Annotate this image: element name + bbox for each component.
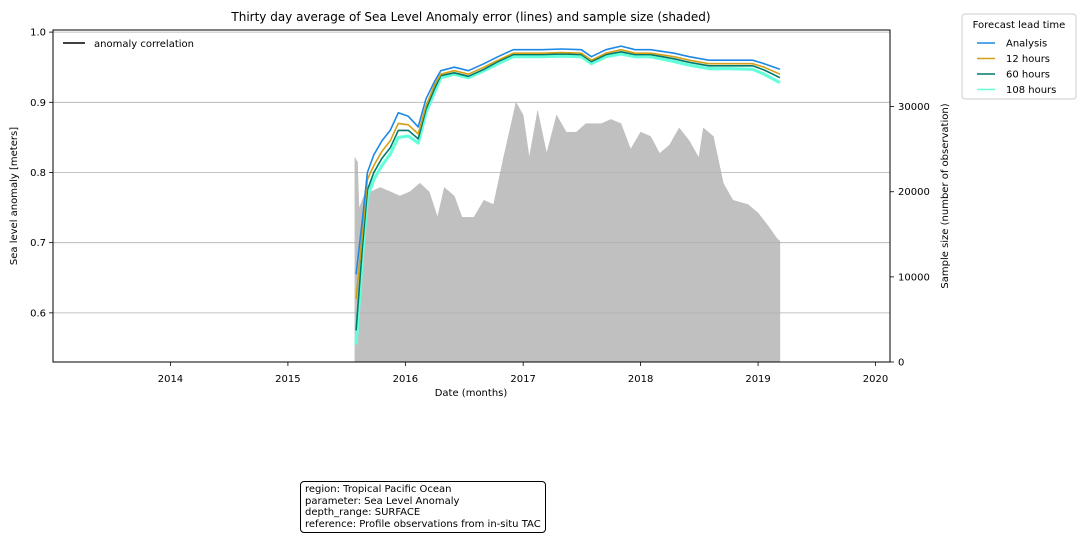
sample-size-bar [370, 187, 381, 363]
sample-size-bar [515, 101, 524, 363]
y-tick-label-left: 0.9 [30, 98, 46, 109]
y-tick-label-left: 0.6 [30, 308, 46, 319]
series-lines [354, 45, 781, 345]
sample-size-bar [650, 136, 660, 363]
sample-size-bar [444, 186, 455, 363]
y-tick-label-left: 0.8 [30, 168, 46, 179]
x-tick-label: 2014 [158, 374, 183, 385]
x-tick-label: 2018 [628, 374, 653, 385]
legend-label: 60 hours [1006, 70, 1050, 81]
sample-size-bar [640, 131, 651, 363]
y-axis-label-left: Sea level anomaly [meters] [9, 127, 20, 265]
sample-size-bar [703, 127, 714, 363]
y-tick-label-right: 30000 [898, 102, 930, 113]
correlation-legend: anomaly correlation [63, 39, 194, 50]
sample-size-bar [659, 144, 670, 363]
sample-size-bar [566, 131, 577, 363]
sample-size-bar [698, 127, 704, 363]
sample-size-bar [454, 195, 463, 363]
sample-size-bar [428, 191, 438, 363]
info-depth-range: depth_range: SURFACE [305, 507, 421, 518]
series-legend: Forecast lead time Analysis 12 hours 60 ho… [961, 13, 1077, 100]
y-tick-label-right: 0 [898, 358, 904, 369]
sample-size-bar [757, 212, 769, 363]
x-tick-label: 2016 [393, 374, 418, 385]
sample-size-bar [409, 182, 421, 363]
sample-size-bar [461, 217, 475, 363]
info-parameter: parameter: Sea Level Anomaly [305, 495, 460, 507]
series-line [355, 50, 781, 331]
y-tick-label-right: 20000 [898, 187, 930, 198]
sample-size-bar [747, 203, 759, 363]
y-tick-label-left: 1.0 [30, 28, 46, 39]
x-tick-label: 2017 [510, 374, 535, 385]
x-tick-label: 2019 [745, 374, 770, 385]
sample-size-bar [601, 119, 612, 363]
sample-size-bar [483, 199, 494, 363]
legend-entries: Analysis 12 hours 60 hours 108 hours [977, 39, 1056, 96]
series-line [355, 48, 781, 299]
sample-size-bar [678, 127, 690, 363]
y-tick-label-right: 10000 [898, 272, 930, 283]
info-reference: reference: Profile observations from in-… [305, 518, 541, 530]
sample-size-bar [610, 119, 622, 363]
correlation-legend-label: anomaly correlation [94, 39, 194, 50]
legend-label: 12 hours [1006, 54, 1050, 65]
sample-size-bar [399, 191, 411, 363]
sample-size-bar [419, 182, 430, 363]
legend-label: 108 hours [1006, 85, 1056, 96]
y-axis-right: 0 10000 20000 30000 [890, 102, 930, 369]
legend-label: Analysis [1006, 39, 1047, 50]
info-region: region: Tropical Pacific Ocean [305, 484, 452, 495]
series-line [355, 45, 781, 275]
sample-size-bar [522, 115, 530, 363]
x-tick-label: 2020 [863, 374, 888, 385]
sample-size-bar [688, 139, 700, 363]
x-axis-label: Date (months) [435, 388, 508, 399]
sample-size-bar [723, 182, 734, 363]
y-axis-label-right: Sample size (number of observation) [940, 103, 951, 288]
horizontal-gridlines [53, 31, 890, 314]
series-legend-frame [961, 13, 1077, 100]
sample-size-bar [546, 115, 557, 363]
x-tick-label: 2015 [275, 374, 300, 385]
sample-size-bar [473, 199, 485, 363]
sample-size-bar [776, 238, 781, 363]
plot-area [52, 29, 891, 363]
series-line [354, 52, 781, 345]
chart-title: Thirty day average of Sea Level Anomaly … [230, 10, 710, 24]
sample-size-bar [380, 187, 391, 363]
sample-size-bar [630, 131, 641, 363]
sample-size-bar [732, 199, 749, 363]
y-axis-left: 0.6 0.7 0.8 0.9 1.0 [30, 28, 53, 319]
sample-size-bar [556, 114, 567, 363]
sample-size-bar [669, 126, 680, 363]
sample-size-bar [437, 187, 445, 363]
sample-size-bars [354, 101, 781, 363]
series-legend-title: Forecast lead time [973, 20, 1066, 31]
sample-size-bar [537, 110, 547, 363]
sample-size-bar [389, 191, 401, 363]
plot-frame [52, 29, 891, 363]
sample-size-bar [767, 225, 778, 363]
metadata-info-box: region: Tropical Pacific Ocean parameter… [300, 481, 546, 533]
x-axis: 2014 2015 2016 2017 2018 2019 2020 [158, 362, 888, 385]
y-tick-label-left: 0.7 [30, 238, 46, 249]
